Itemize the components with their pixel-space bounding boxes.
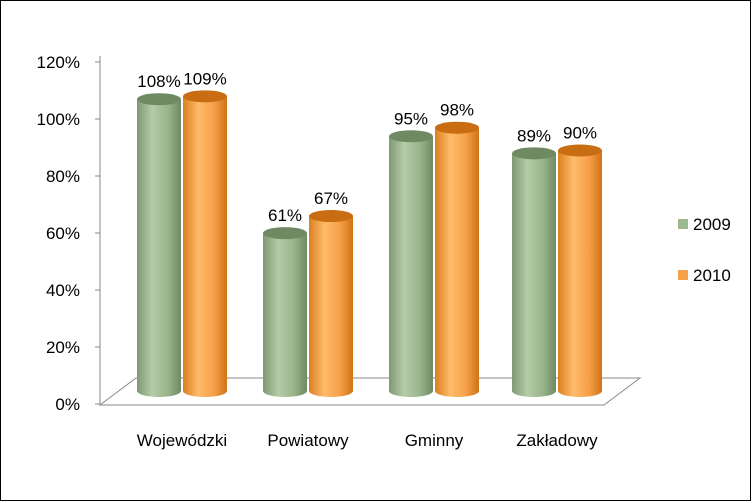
bar-2010-Powiatowy [309,216,353,397]
y-tick-label: 60% [46,224,80,243]
bar-top-2009-Powiatowy [263,227,307,240]
legend: 2009 2010 [678,215,731,285]
bar-2010-Zakładowy [558,150,602,397]
bar-top-2010-Gminny [435,121,479,134]
data-label: 108% [137,72,180,91]
axes: 0% 20% 40% 60% 80% 100% 120% [37,53,642,414]
bar-top-2009-Wojewódzki [137,93,181,106]
bar-2009-Powiatowy [263,233,307,397]
labels: 108% 109% Wojewódzki 61% 67% Powiatowy 95% 98% G… [137,69,598,450]
bar-top-2009-Gminny [389,130,433,143]
category-label: Zakładowy [516,431,598,450]
data-label: 95% [394,109,428,128]
category-label: Wojewódzki [137,431,227,450]
data-label: 109% [183,69,226,88]
legend-label-2010: 2010 [693,266,731,285]
data-label: 61% [268,206,302,225]
legend-swatch-2010 [678,270,688,280]
y-tick-label: 40% [46,281,80,300]
data-label: 67% [314,189,348,208]
bar-top-2010-Powiatowy [309,210,353,223]
bars [137,90,602,397]
y-tick-label: 80% [46,167,80,186]
y-tick-label: 0% [55,395,80,414]
data-label: 98% [440,101,474,120]
legend-swatch-2009 [678,219,688,229]
bar-2009-Gminny [389,136,433,397]
category-label: Powiatowy [267,431,349,450]
data-label: 89% [517,126,551,145]
bar-2009-Wojewódzki [137,99,181,397]
bar-2010-Gminny [435,127,479,397]
legend-label-2009: 2009 [693,215,731,234]
chart-floor [98,377,642,406]
y-tick-label: 100% [37,110,80,129]
bar-top-2010-Wojewódzki [183,90,227,103]
bar-2010-Wojewódzki [183,96,227,397]
y-tick-label: 120% [37,53,80,72]
data-label: 90% [563,124,597,143]
y-tick-label: 20% [46,338,80,357]
category-label: Gminny [405,431,464,450]
bar-top-2009-Zakładowy [512,147,556,160]
bar-top-2010-Zakładowy [558,144,602,157]
bar-2009-Zakładowy [512,153,556,397]
